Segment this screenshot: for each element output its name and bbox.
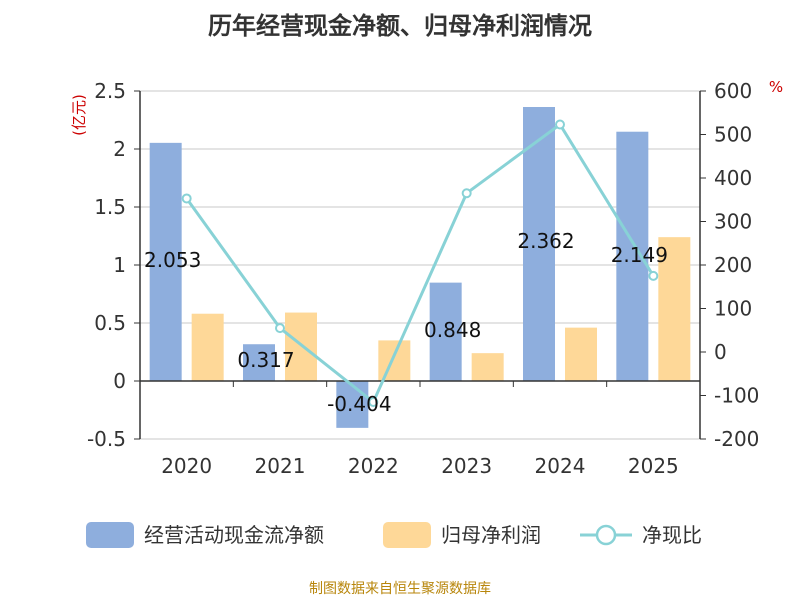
legend[interactable]: 经营活动现金流净额 归母净利润 净现比 <box>86 522 702 548</box>
right-tick-label: -200 <box>714 427 759 451</box>
left-tick-label: 1 <box>113 253 126 277</box>
data-label: 2.362 <box>517 229 574 253</box>
bar-net-profit <box>191 313 224 381</box>
right-tick-label: 300 <box>714 210 752 234</box>
right-tick-label: 100 <box>714 297 752 321</box>
ratio-polyline <box>185 122 655 405</box>
bar-net-profit <box>285 312 317 381</box>
x-tick-label: 2023 <box>441 454 492 478</box>
left-tick-label: 0.5 <box>94 311 126 335</box>
left-tick-label: 2.5 <box>94 79 126 103</box>
data-label: 2.149 <box>611 243 668 267</box>
bar-net-profit <box>378 340 411 381</box>
data-labels: 2.053 0.317 -0.404 0.848 2.362 2.149 <box>144 229 668 416</box>
ratio-point <box>275 323 285 334</box>
legend-label-ratio[interactable]: 净现比 <box>642 523 702 547</box>
right-tick-label: 400 <box>714 166 752 190</box>
right-tick-label: 200 <box>714 253 752 277</box>
ratio-point <box>648 270 659 281</box>
bar-cashflow <box>336 381 369 428</box>
right-tick-label: -100 <box>714 384 759 408</box>
data-label: 0.317 <box>237 348 294 372</box>
bar-net-profit <box>658 237 691 381</box>
x-tick-label: 2024 <box>535 454 586 478</box>
bar-cashflow <box>149 142 182 381</box>
ratio-point <box>368 397 379 408</box>
bars <box>149 107 691 428</box>
bar-net-profit <box>471 353 504 381</box>
left-tick-label: 1.5 <box>94 195 126 219</box>
axes <box>134 90 706 440</box>
right-tick-label: 600 <box>714 79 752 103</box>
data-label: -0.404 <box>327 392 391 416</box>
bar-cashflow <box>243 344 275 381</box>
right-tick-label: 0 <box>714 340 727 364</box>
ratio-point <box>555 119 565 130</box>
legend-label-cashflow[interactable]: 经营活动现金流净额 <box>144 523 324 547</box>
right-axis-unit: % <box>769 78 783 96</box>
x-tick-label: 2021 <box>255 454 306 478</box>
left-tick-label: -0.5 <box>87 427 126 451</box>
legend-swatch-cashflow <box>86 522 134 548</box>
right-tick-label: 500 <box>714 123 752 147</box>
left-tick-label: 0 <box>113 369 126 393</box>
ratio-point <box>461 188 472 199</box>
x-tick-label: 2020 <box>161 454 212 478</box>
data-label: 2.053 <box>144 248 201 272</box>
ratio-point <box>181 193 192 204</box>
bar-net-profit <box>565 327 597 381</box>
chart-title: 历年经营现金净额、归母净利润情况 <box>208 12 592 40</box>
left-axis-unit: (亿元) <box>70 94 88 136</box>
legend-marker-ratio <box>595 524 617 546</box>
data-label: 0.848 <box>424 318 481 342</box>
bar-cashflow <box>429 282 462 381</box>
legend-swatch-net-profit <box>383 522 431 548</box>
source-note: 制图数据来自恒生聚源数据库 <box>309 581 491 597</box>
tick-labels: -0.5 0 0.5 1 1.5 2 2.5 -200 -100 0 100 200 300 400 500… <box>87 79 759 478</box>
bar-cashflow <box>523 107 555 382</box>
left-tick-label: 2 <box>113 137 126 161</box>
x-tick-label: 2022 <box>348 454 399 478</box>
ratio-line <box>181 119 659 408</box>
x-tick-label: 2025 <box>628 454 679 478</box>
legend-label-net-profit[interactable]: 归母净利润 <box>441 523 541 547</box>
